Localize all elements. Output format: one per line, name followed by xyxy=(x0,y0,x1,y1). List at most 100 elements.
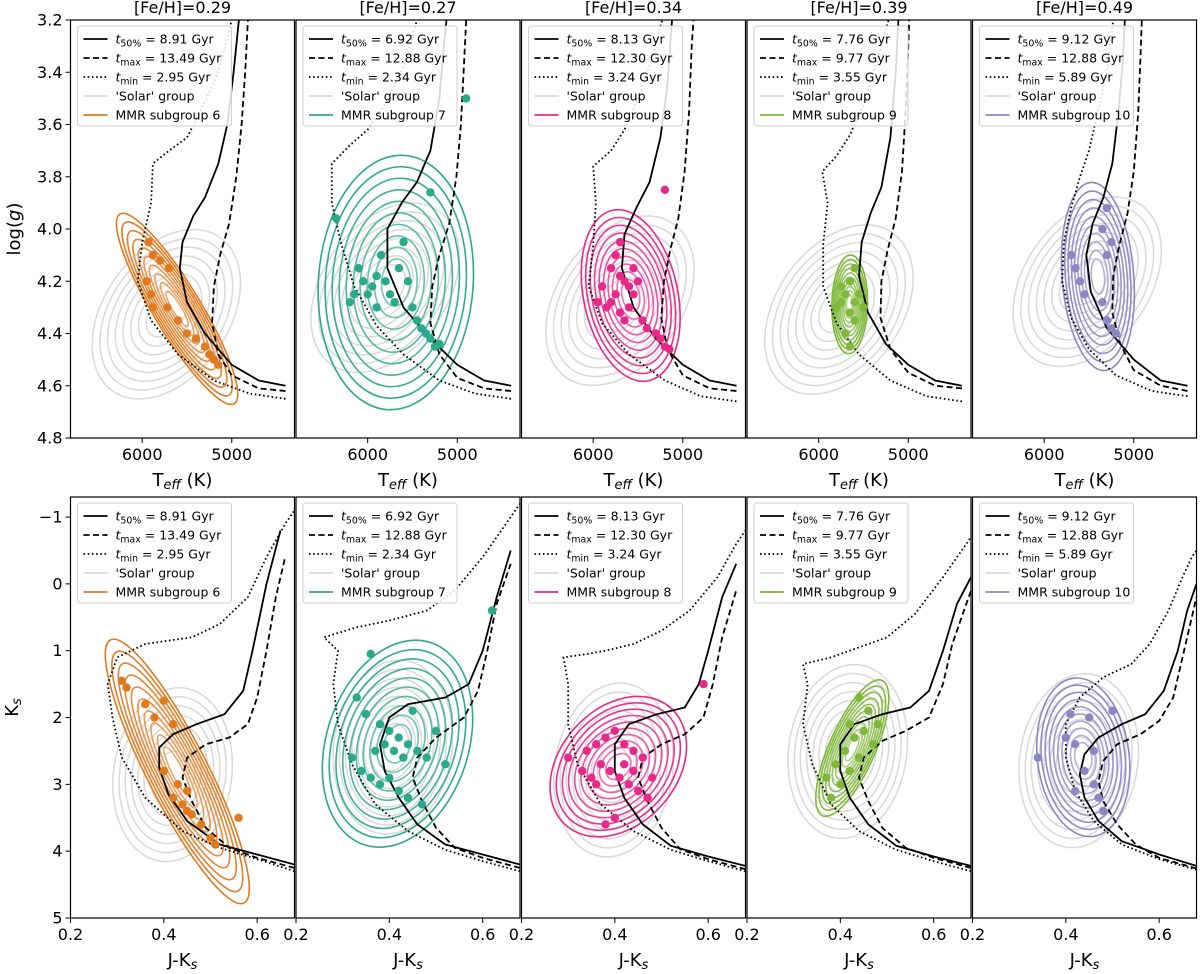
subgroup-contour xyxy=(154,273,201,345)
star-point xyxy=(1089,780,1099,789)
legend-label: tmax = 13.49 Gyr xyxy=(116,51,223,69)
star-point xyxy=(385,726,394,736)
plot-area xyxy=(321,503,520,873)
legend-label: 'Solar' group xyxy=(792,89,871,104)
subgroup-contour xyxy=(1057,713,1110,802)
star-point xyxy=(1098,298,1107,307)
subgroup-points xyxy=(822,693,882,802)
legend-tmax: tmax = 9.77 Gyr xyxy=(760,528,891,546)
subgroup-contours xyxy=(1060,181,1136,372)
star-point xyxy=(841,329,850,338)
star-point xyxy=(1085,713,1094,722)
star-point xyxy=(656,334,665,343)
solar-contour xyxy=(793,672,902,831)
solar-contour xyxy=(338,668,448,826)
legend-label: 'Solar' group xyxy=(1018,566,1097,581)
star-point xyxy=(191,334,201,343)
subgroup-points xyxy=(142,237,223,369)
star-point xyxy=(629,290,638,299)
subgroup-contour xyxy=(126,229,228,388)
subgroup-contour xyxy=(586,733,651,800)
star-point xyxy=(615,237,625,247)
subgroup-contour xyxy=(1061,720,1106,795)
subgroup-points xyxy=(832,264,868,351)
legend-solar: 'Solar' group xyxy=(83,89,195,104)
subgroup-contour xyxy=(831,254,869,355)
star-point xyxy=(394,264,404,273)
star-point xyxy=(1107,237,1116,247)
x-axis-title: J-Ks xyxy=(843,950,874,973)
legend-label: tmin = 3.55 Gyr xyxy=(792,70,888,88)
star-point xyxy=(1075,277,1085,286)
legend-solar: 'Solar' group xyxy=(534,566,646,581)
legend-tmin: tmin = 2.34 Gyr xyxy=(309,70,437,88)
subgroup-contour xyxy=(602,247,659,344)
x-axis-title: J-Ks xyxy=(392,950,423,973)
legend-t50: t50% = 9.12 Gyr xyxy=(985,32,1117,50)
legend-solar: 'Solar' group xyxy=(534,89,646,104)
legend-label: MMR subgroup 10 xyxy=(1018,585,1131,600)
solar-contour xyxy=(596,745,631,795)
legend-subgroup: MMR subgroup 6 xyxy=(83,585,220,600)
star-point xyxy=(234,813,243,822)
legend-label: tmax = 12.88 Gyr xyxy=(341,51,448,69)
star-point xyxy=(1061,733,1071,742)
subgroup-contour xyxy=(341,667,454,820)
x-tick-label: 0.2 xyxy=(734,925,759,944)
star-point xyxy=(620,316,629,325)
star-point xyxy=(408,303,417,312)
star-point xyxy=(593,298,602,307)
subgroup-contour xyxy=(121,221,234,397)
star-point xyxy=(610,726,619,736)
y-tick-label: 4.4 xyxy=(37,324,62,343)
star-point xyxy=(634,786,643,796)
star-point xyxy=(403,740,413,749)
legend-tmax: tmax = 12.88 Gyr xyxy=(985,51,1124,69)
legend-box xyxy=(979,502,1134,604)
subgroup-contour xyxy=(1044,691,1123,824)
star-point xyxy=(381,277,390,286)
legend-label: tmax = 12.88 Gyr xyxy=(1018,528,1125,546)
star-point xyxy=(359,277,368,286)
x-axis: 0.2 0.4 0.6 J-Ks xyxy=(734,918,946,973)
star-point xyxy=(665,345,674,354)
legend-solar: 'Solar' group xyxy=(309,89,420,104)
star-point xyxy=(1066,250,1076,260)
legend-label: tmax = 9.77 Gyr xyxy=(792,528,891,546)
legend-subgroup: MMR subgroup 10 xyxy=(985,585,1131,600)
legend-label: 'Solar' group xyxy=(567,89,646,104)
subgroup-contour xyxy=(1040,684,1127,831)
star-point xyxy=(831,760,840,769)
subgroup-contours xyxy=(549,695,688,838)
legend-solar: 'Solar' group xyxy=(309,566,420,581)
isochrone-tmax xyxy=(1097,596,1197,870)
legend-label: tmin = 2.95 Gyr xyxy=(116,547,212,565)
star-point xyxy=(385,773,394,782)
x-tick-label: 6000 xyxy=(1024,445,1065,464)
subgroup-contour xyxy=(589,224,673,367)
legend-label: t50% = 8.91 Gyr xyxy=(116,32,215,50)
legend-label: tmin = 5.89 Gyr xyxy=(1018,547,1114,565)
subgroup-contour xyxy=(1064,190,1132,363)
legend-label: t50% = 9.12 Gyr xyxy=(1018,509,1117,527)
star-point xyxy=(601,820,610,829)
star-point xyxy=(357,766,366,776)
star-point xyxy=(142,277,151,286)
legend-label: 'Solar' group xyxy=(116,89,195,104)
x-tick-label: 0.6 xyxy=(1146,925,1171,944)
legend-label: tmax = 12.30 Gyr xyxy=(567,51,674,69)
plot-area xyxy=(787,536,971,873)
star-point xyxy=(183,786,192,796)
subgroup-contour xyxy=(818,685,887,811)
star-point xyxy=(487,606,497,615)
subgroup-contour xyxy=(821,691,884,805)
star-point xyxy=(611,290,620,299)
star-point xyxy=(606,766,615,776)
star-point xyxy=(169,720,178,729)
star-point xyxy=(643,793,652,802)
star-point xyxy=(587,773,596,782)
